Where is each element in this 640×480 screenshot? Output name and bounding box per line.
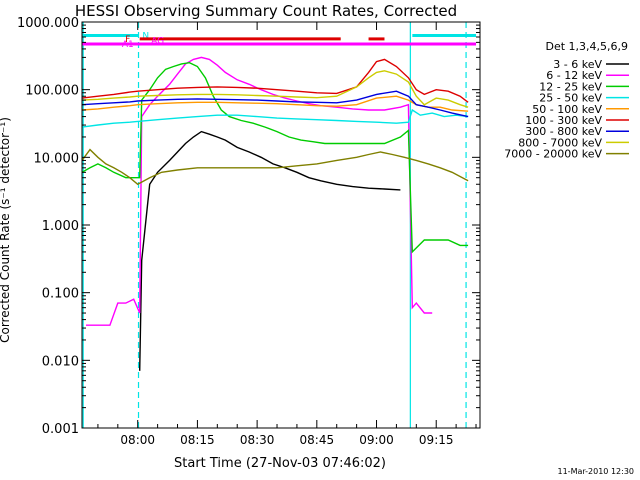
legend-label-7: 800 - 7000 keV: [518, 136, 602, 149]
plot-area: N F AG A1: [81, 21, 481, 429]
y-tick-label-3: 1.000: [42, 219, 79, 234]
legend-title: Det 1,3,4,5,6,9: [545, 40, 628, 53]
series-line-3: [82, 108, 469, 128]
x-axis: 08:00 08:15 08:30 08:45 09:00 09:15: [97, 22, 477, 447]
flag-label-3: A1: [122, 40, 134, 50]
y-tick-label-4: 0.100: [42, 287, 79, 302]
x-tick-label-1: 08:15: [180, 433, 215, 447]
legend-label-4: 50 - 100 keV: [532, 103, 602, 116]
legend-label-3: 25 - 50 keV: [539, 92, 602, 105]
x-tick-label-2: 08:30: [240, 433, 275, 447]
x-tick-label-5: 09:15: [419, 433, 454, 447]
legend-label-1: 6 - 12 keV: [546, 69, 602, 82]
plot-frame: [81, 21, 481, 429]
flag-label-2: AG: [151, 37, 164, 47]
y-tick-label-5: 0.010: [42, 354, 79, 369]
series-line-5: [82, 58, 469, 103]
x-axis-label: Start Time (27-Nov-03 07:46:02): [174, 456, 386, 471]
y-tick-label-6: 0.001: [42, 422, 79, 437]
flag-label-1: F: [125, 35, 130, 45]
y-tick-label-0: 1000.000: [17, 16, 79, 31]
y-axis-label: Corrected Count Rate (s⁻¹ detector⁻¹): [0, 117, 12, 343]
flag-label-0: N: [142, 32, 149, 42]
legend-label-5: 100 - 300 keV: [525, 114, 602, 127]
y-tick-label-2: 10.000: [34, 151, 80, 166]
y-axis: 1000.000 100.000 10.000 1.000 0.100 0.010 0.00…: [17, 16, 480, 437]
chart-title: HESSI Observing Summary Count Rates, Cor…: [75, 2, 457, 20]
series-line-8: [82, 148, 469, 186]
x-tick-label-3: 08:45: [300, 433, 335, 447]
date-stamp: 11-Mar-2010 12:30: [558, 467, 635, 476]
x-tick-label-4: 09:00: [359, 433, 394, 447]
series-line-7: [82, 70, 469, 108]
x-tick-label-0: 08:00: [120, 433, 155, 447]
legend-label-2: 12 - 25 keV: [539, 80, 602, 93]
series-line-0: [139, 130, 401, 371]
series-line-2: [82, 61, 469, 254]
y-tick-label-1: 100.000: [25, 84, 79, 99]
legend-label-0: 3 - 6 keV: [553, 58, 602, 71]
legend-label-6: 300 - 800 keV: [525, 125, 602, 138]
legend-label-8: 7000 - 20000 keV: [504, 148, 602, 161]
series-line-6: [82, 90, 469, 118]
